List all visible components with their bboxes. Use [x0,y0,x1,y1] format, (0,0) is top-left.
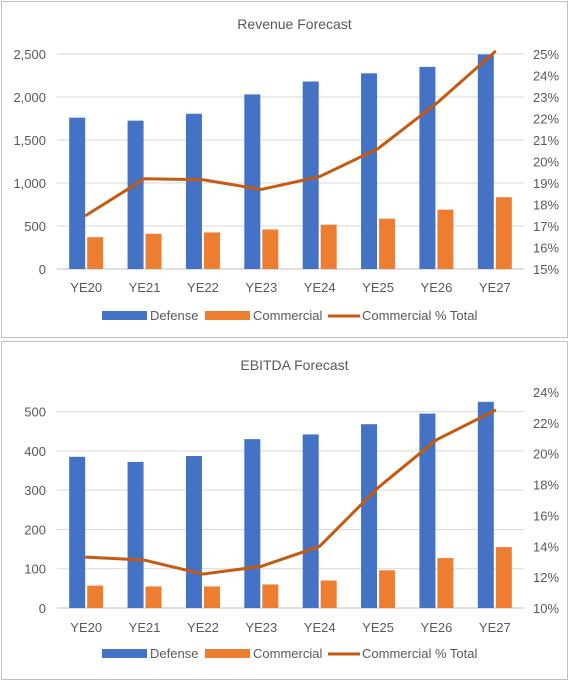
revenue-y-right-tick-label: 18% [533,198,559,213]
revenue-x-tick-label: YE27 [479,280,511,295]
ebitda-x-tick-label: YE20 [70,620,102,635]
revenue-y-left-tick-label: 2,000 [13,90,46,105]
revenue-x-tick-label: YE26 [421,280,453,295]
revenue-y-left-tick-label: 2,500 [13,47,46,62]
revenue-chart-title: Revenue Forecast [237,16,352,32]
ebitda-x-tick-label: YE22 [187,620,219,635]
revenue-legend-label: Commercial % Total [362,308,477,323]
ebitda-y-right-tick-label: 20% [533,447,559,462]
revenue-y-right-tick-label: 17% [533,219,559,234]
ebitda-bar-commercial [379,570,396,608]
ebitda-x-tick-label: YE23 [245,620,277,635]
ebitda-line-commercial-pct-total [84,409,497,576]
revenue-bar-defense [302,81,319,270]
ebitda-y-right-tick-label: 14% [533,539,559,554]
revenue-bar-commercial [495,197,512,269]
revenue-x-tick-label: YE25 [362,280,394,295]
ebitda-bar-commercial [87,585,104,608]
revenue-bar-commercial [87,237,104,269]
ebitda-x-tick-label: YE21 [129,620,161,635]
ebitda-x-tick-label: YE26 [421,620,453,635]
ebitda-y-left-tick-label: 200 [24,522,46,537]
ebitda-legend-swatch-defense [102,649,147,658]
revenue-bar-defense [477,54,494,270]
ebitda-y-right-tick-label: 18% [533,478,559,493]
ebitda-y-right-tick-label: 22% [533,416,559,431]
revenue-legend-swatch-commercial [205,311,250,320]
revenue-y-right-tick-label: 16% [533,241,559,256]
ebitda-y-left-tick-label: 300 [24,483,46,498]
ebitda-bar-commercial [495,547,512,608]
ebitda-forecast-svg: EBITDA Forecast 0 100 200 300 400 500 10% 12% 14%… [24,357,559,661]
ebitda-y-left-tick-label: 0 [39,601,46,616]
ebitda-y-left-tick-label: 400 [24,444,46,459]
ebitda-forecast-chart: EBITDA Forecast 0 100 200 300 400 500 10% 12% 14%… [1,341,568,680]
ebitda-bar-defense [477,401,494,608]
ebitda-y-left-tick-label: 500 [24,405,46,420]
ebitda-y-right-tick-label: 10% [533,601,559,616]
revenue-legend-label: Commercial [253,308,322,323]
revenue-y-right-tick-label: 25% [533,47,559,62]
ebitda-bar-defense [419,413,436,608]
revenue-legend-label: Defense [150,308,198,323]
revenue-y-left-tick-label: 1,000 [13,176,46,191]
ebitda-bar-defense [302,434,319,608]
revenue-x-tick-label: YE24 [304,280,336,295]
revenue-bar-defense [244,94,261,269]
revenue-y-right-tick-label: 21% [533,133,559,148]
ebitda-bar-defense [244,439,261,608]
revenue-line-commercial-pct-total [84,50,497,217]
revenue-x-tick-label: YE21 [129,280,161,295]
ebitda-legend-label: Commercial % Total [362,646,477,661]
revenue-bar-commercial [437,209,454,269]
revenue-y-right-tick-label: 22% [533,112,559,127]
revenue-y-right-tick-label: 23% [533,90,559,105]
ebitda-bar-defense [69,456,86,608]
revenue-bar-defense [127,120,144,270]
revenue-y-left-tick-label: 0 [39,262,46,277]
revenue-y-right-tick-label: 19% [533,176,559,191]
revenue-forecast-chart: Revenue Forecast 0 500 1,000 1,500 2,000 2,500… [1,1,568,338]
ebitda-bar-defense [361,424,378,608]
revenue-bar-commercial [379,218,396,269]
ebitda-bar-commercial [320,580,337,608]
ebitda-bar-commercial [262,584,279,608]
revenue-bar-commercial [203,232,220,269]
ebitda-y-right-tick-label: 12% [533,570,559,585]
revenue-bar-defense [419,66,436,270]
revenue-y-right-tick-label: 20% [533,155,559,170]
ebitda-y-right-tick-label: 24% [533,385,559,400]
revenue-x-tick-label: YE20 [70,280,102,295]
ebitda-x-tick-label: YE24 [304,620,336,635]
ebitda-y-left-tick-label: 100 [24,562,46,577]
revenue-y-left-tick-label: 500 [24,219,46,234]
revenue-y-right-tick-label: 15% [533,262,559,277]
revenue-x-tick-label: YE23 [245,280,277,295]
ebitda-bar-commercial [145,586,162,608]
revenue-bar-commercial [145,233,162,269]
ebitda-legend-label: Defense [150,646,198,661]
revenue-x-tick-label: YE22 [187,280,219,295]
revenue-y-right-tick-label: 24% [533,69,559,84]
ebitda-bar-defense [185,456,202,608]
ebitda-bar-commercial [203,586,220,608]
revenue-y-left-tick-label: 1,500 [13,133,46,148]
ebitda-chart-title: EBITDA Forecast [240,357,348,373]
revenue-bar-commercial [320,224,337,269]
revenue-bar-defense [361,73,378,269]
revenue-bar-defense [185,113,202,270]
ebitda-x-tick-label: YE27 [479,620,511,635]
ebitda-y-right-tick-label: 16% [533,508,559,523]
ebitda-legend-swatch-commercial [205,649,250,658]
revenue-bar-defense [69,117,86,269]
ebitda-bar-defense [127,461,144,608]
ebitda-bar-commercial [437,558,454,608]
ebitda-x-tick-label: YE25 [362,620,394,635]
revenue-bar-commercial [262,229,279,269]
ebitda-legend-label: Commercial [253,646,322,661]
revenue-legend-swatch-defense [102,311,147,320]
revenue-forecast-svg: Revenue Forecast 0 500 1,000 1,500 2,000 2,500… [13,16,559,323]
